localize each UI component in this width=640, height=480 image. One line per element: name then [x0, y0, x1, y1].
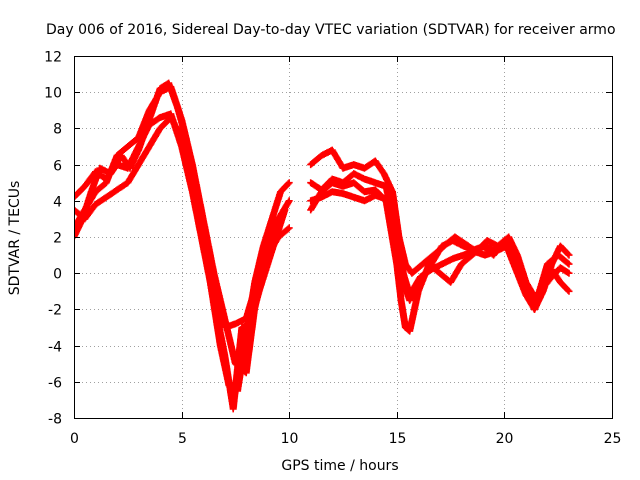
x-tick-label: 10 — [281, 431, 299, 447]
x-tick-label: 25 — [604, 431, 622, 447]
y-tick-label: 0 — [53, 267, 62, 283]
series-track-8 — [307, 179, 573, 335]
series-markers — [74, 83, 293, 377]
y-axis-label: SDTVAR / TECUs — [7, 181, 23, 296]
x-tick-label: 20 — [496, 431, 514, 447]
x-tick-label: 5 — [178, 431, 187, 447]
y-tick-label: 4 — [53, 195, 62, 211]
y-tick-label: -6 — [48, 376, 62, 392]
series-track-4 — [74, 83, 293, 377]
x-tick-label: 15 — [389, 431, 407, 447]
series-markers — [307, 179, 573, 335]
y-tick-label: -2 — [48, 303, 62, 319]
x-axis-label: GPS time / hours — [281, 458, 398, 474]
y-tick-label: -8 — [48, 412, 62, 428]
y-tick-label: 2 — [53, 231, 62, 247]
y-tick-label: 8 — [53, 122, 62, 138]
y-tick-label: -4 — [48, 340, 62, 356]
y-tick-label: 12 — [44, 50, 62, 66]
chart-title: Day 006 of 2016, Sidereal Day-to-day VTE… — [46, 22, 616, 38]
y-tick-label: 10 — [44, 86, 62, 102]
axis-tick-labels: 0 5 10 15 20 25 -8 -6 -4 -2 0 2 4 6 8 10 12 — [44, 50, 621, 448]
x-tick-label: 0 — [70, 431, 79, 447]
axis-ticks — [74, 56, 613, 419]
y-tick-label: 6 — [53, 159, 62, 175]
data-markers — [74, 79, 573, 413]
